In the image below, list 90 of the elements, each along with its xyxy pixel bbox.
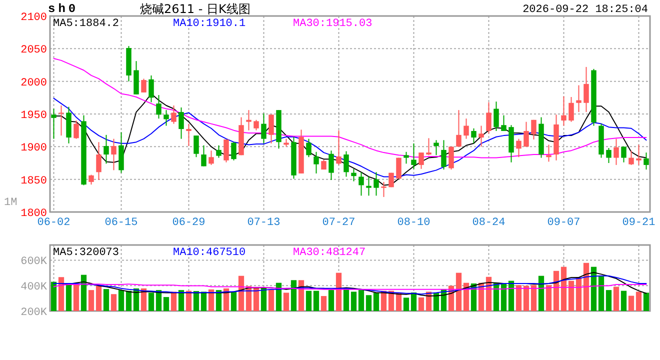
candlestick xyxy=(561,96,566,126)
candlestick xyxy=(351,168,356,182)
candlestick xyxy=(358,172,364,196)
candlestick xyxy=(246,110,252,131)
candlestick xyxy=(494,101,499,132)
candlestick xyxy=(111,138,116,171)
annotation: sh0 xyxy=(48,2,79,16)
candlestick xyxy=(208,150,214,166)
candlestick xyxy=(74,120,79,140)
candlestick xyxy=(576,84,582,113)
candlestick xyxy=(314,151,319,174)
candlestick xyxy=(381,181,386,198)
candlestick xyxy=(546,144,552,162)
candlestick xyxy=(464,118,469,140)
candlestick xyxy=(614,138,619,166)
candlestick xyxy=(148,74,154,103)
y-tick-label: 2100 xyxy=(20,12,47,24)
candlestick xyxy=(171,105,176,124)
candlestick xyxy=(231,142,236,161)
candlestick xyxy=(531,119,536,140)
candlestick xyxy=(104,134,109,164)
y-tick-label: 1850 xyxy=(20,175,47,188)
annotation: 2026-09-22 18:25:04 xyxy=(522,4,648,16)
y-tick-label: 600K xyxy=(20,256,48,268)
y-tick-label: 1950 xyxy=(20,110,47,122)
text: MA5:1884.2 xyxy=(53,18,120,30)
candlestick xyxy=(336,130,342,166)
candlestick xyxy=(516,138,522,158)
candlestick xyxy=(456,110,462,148)
candlestick xyxy=(374,172,379,196)
candlestick xyxy=(524,121,529,148)
candlestick xyxy=(568,96,574,122)
candlestick xyxy=(486,102,492,134)
candlestick xyxy=(306,138,312,158)
candlestick xyxy=(426,138,432,156)
candlestick xyxy=(366,176,372,196)
x-tick-label: 07-13 xyxy=(247,217,280,229)
candlestick xyxy=(478,125,484,148)
text: MA5:320073 xyxy=(53,247,120,259)
candlestick xyxy=(268,114,274,144)
candlestick xyxy=(51,108,56,140)
candlestick xyxy=(434,140,439,156)
x-tick-label: 09-21 xyxy=(622,217,656,229)
candlestick xyxy=(58,105,64,136)
y-tick-label: 2000 xyxy=(20,77,47,90)
text: 1M xyxy=(4,197,18,209)
y-tick-label: 1900 xyxy=(20,142,47,155)
candlestick xyxy=(88,174,94,186)
candlestick xyxy=(328,150,334,180)
text: MA10:1910.1 xyxy=(173,18,246,30)
candlestick xyxy=(156,94,162,120)
text: MA10:467510 xyxy=(173,247,246,259)
y-tick-label: 400K xyxy=(20,282,48,294)
candlestick xyxy=(644,152,649,170)
x-tick-label: 09-07 xyxy=(547,217,580,229)
candlestick xyxy=(404,151,409,164)
candlestick xyxy=(621,146,626,163)
x-tick-label: 08-10 xyxy=(397,217,430,229)
text: MA30:481247 xyxy=(293,247,366,259)
candlestick xyxy=(194,135,199,158)
candlestick xyxy=(344,150,349,178)
candlestick xyxy=(501,114,506,132)
candlestick xyxy=(606,147,612,164)
candlestick xyxy=(178,106,184,140)
candlestick xyxy=(216,144,222,158)
x-tick-label: 06-29 xyxy=(172,217,206,229)
candlestick xyxy=(141,78,146,93)
candlestick xyxy=(224,138,229,163)
candlestick xyxy=(254,119,259,131)
candlestick xyxy=(418,152,424,170)
candlestick xyxy=(164,110,169,126)
y-tick-label: 2050 xyxy=(20,44,47,57)
x-tick-label: 07-27 xyxy=(322,217,356,229)
candlestick xyxy=(471,128,476,144)
candlestick xyxy=(584,66,589,113)
candlestick xyxy=(628,150,634,166)
candlestick xyxy=(448,146,454,170)
candlestick xyxy=(96,142,102,180)
x-tick-label: 08-24 xyxy=(472,217,506,229)
candlestick xyxy=(411,142,416,170)
x-tick-label: 06-15 xyxy=(104,217,138,229)
chart-title: 烧碱2611 - 日K线图 xyxy=(140,2,250,16)
candlestick xyxy=(636,144,642,166)
y-tick-label: 200K xyxy=(20,307,48,319)
x-tick-label: 06-02 xyxy=(37,217,70,229)
candlestick xyxy=(201,144,206,167)
candlestick xyxy=(261,112,266,144)
text: MA30:1915.03 xyxy=(293,18,372,30)
candlestick xyxy=(186,123,192,147)
candlestick xyxy=(441,140,446,170)
